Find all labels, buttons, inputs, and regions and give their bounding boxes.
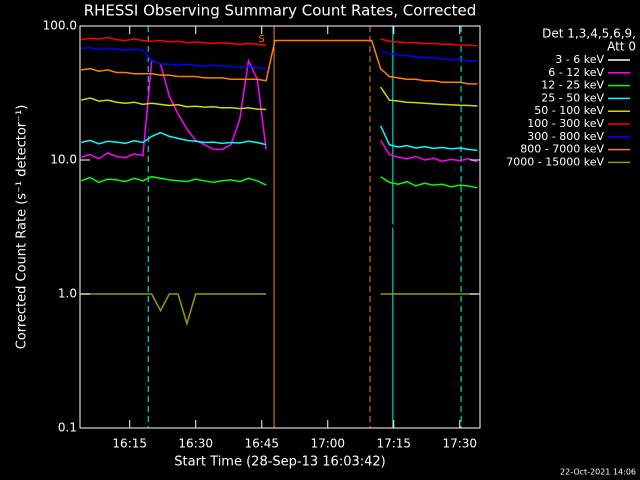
legend-title: Det 1,3,4,5,6,9, (542, 27, 636, 41)
x-tick-label: 16:30 (178, 437, 213, 451)
x-tick-label: 17:15 (376, 437, 411, 451)
series-line (81, 293, 478, 327)
legend-label: 6 - 12 keV (548, 66, 604, 79)
y-tick-label: 100.0 (43, 19, 77, 33)
x-tick-label: 17:00 (310, 437, 345, 451)
x-tick-label: 17:30 (442, 437, 477, 451)
x-tick-label: 16:15 (112, 437, 147, 451)
legend-label: 3 - 6 keV (555, 53, 604, 66)
legend-label: 7000 - 15000 keV (506, 155, 604, 168)
y-tick-label: 0.1 (58, 421, 77, 435)
series-line (81, 86, 478, 111)
y-tick-label: 1.0 (58, 287, 77, 301)
annotation: S (259, 34, 265, 45)
x-axis-label: Start Time (28-Sep-13 16:03:42) (174, 455, 385, 470)
legend-label: 800 - 7000 keV (520, 143, 604, 156)
series-line (80, 59, 479, 242)
legend-label: 50 - 100 keV (534, 104, 604, 117)
x-tick-label: 16:45 (244, 437, 279, 451)
legend-label: 100 - 300 keV (527, 117, 604, 130)
legend-label: 300 - 800 keV (527, 130, 604, 143)
series-line (81, 175, 478, 189)
legend-label: 12 - 25 keV (541, 79, 604, 92)
series-line (81, 39, 478, 85)
series-line (81, 46, 478, 70)
plot-frame (79, 25, 481, 429)
legend-label: 25 - 50 keV (541, 91, 604, 104)
series-line (81, 125, 478, 152)
y-tick-label: 10.0 (50, 153, 77, 167)
timestamp: 22-Oct-2021 14:06 (560, 468, 636, 477)
chart-title: RHESSI Observing Summary Count Rates, Co… (84, 2, 477, 20)
legend-title: Att 0 (607, 40, 636, 54)
y-axis-label: Corrected Count Rate (s⁻¹ detector⁻¹) (15, 105, 30, 350)
series-line (81, 36, 478, 47)
